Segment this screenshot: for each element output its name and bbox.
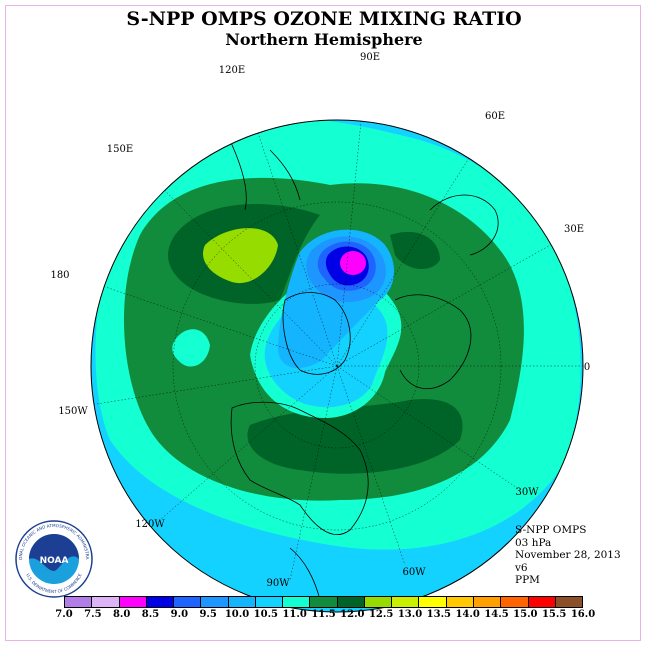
scale-label: 12.5 xyxy=(368,609,394,620)
lon-label-90e: 90E xyxy=(360,52,380,63)
scale-swatch xyxy=(501,597,529,607)
scale-swatch xyxy=(446,597,474,607)
lon-label-60w: 60W xyxy=(402,567,426,578)
scale-swatch xyxy=(555,597,583,607)
info-date: November 28, 2013 xyxy=(515,549,621,561)
scale-swatch xyxy=(201,597,229,607)
info-units: PPM xyxy=(515,574,540,586)
band-12-0-south xyxy=(247,399,463,474)
map-subtitle: Northern Hemisphere xyxy=(225,30,423,49)
scale-swatch xyxy=(528,597,556,607)
map-title: S-NPP OMPS OZONE MIXING RATIO xyxy=(126,8,522,30)
scale-swatch xyxy=(92,597,120,607)
scale-label: 7.0 xyxy=(55,609,73,620)
lon-label-150w: 150W xyxy=(58,406,88,417)
scale-label: 10.0 xyxy=(224,609,250,620)
scale-label: 11.0 xyxy=(282,609,307,620)
scale-swatch xyxy=(392,597,420,607)
scale-swatch xyxy=(174,597,202,607)
lon-label-120e: 120E xyxy=(219,65,245,76)
color-scale-bar xyxy=(64,596,583,608)
scale-label: 9.0 xyxy=(170,609,189,620)
scale-label: 12.0 xyxy=(340,609,365,620)
noaa-logo: NOAA NATIONAL OCEANIC AND ATMOSPHERIC AD… xyxy=(14,519,93,598)
band-11-0-pocket xyxy=(172,329,210,367)
scale-swatch xyxy=(65,597,93,607)
scale-label: 8.0 xyxy=(112,609,131,620)
lon-label-60e: 60E xyxy=(485,111,505,122)
scale-label: 13.5 xyxy=(426,609,452,620)
scale-swatch xyxy=(337,597,365,607)
info-pressure: 03 hPa xyxy=(515,536,552,549)
scale-label: 11.5 xyxy=(311,609,336,620)
lon-label-30w: 30W xyxy=(515,487,539,498)
scale-swatch xyxy=(310,597,338,607)
scale-label: 14.5 xyxy=(484,609,509,620)
info-block: S-NPP OMPS 03 hPa November 28, 2013 v6 P… xyxy=(515,524,621,587)
ozone-field xyxy=(91,120,583,612)
scale-label: 7.5 xyxy=(84,609,102,620)
scale-swatch xyxy=(119,597,147,607)
lon-label-30e: 30E xyxy=(564,224,584,235)
longitude-labels: 90E 60E 30E 0 30W 60W 90W 120W 150W 180 … xyxy=(50,52,590,589)
lon-label-180: 180 xyxy=(50,270,69,281)
info-version: v6 xyxy=(515,561,528,574)
scale-swatch xyxy=(146,597,175,607)
band-8-0 xyxy=(340,251,366,275)
logo-text: NOAA xyxy=(40,556,69,566)
lon-label-90w: 90W xyxy=(266,578,290,589)
lon-label-0: 0 xyxy=(584,362,590,373)
scale-label: 8.5 xyxy=(141,609,160,620)
scale-label: 10.5 xyxy=(253,609,279,620)
band-12-5 xyxy=(203,228,278,284)
scale-label: 9.5 xyxy=(199,609,217,620)
scale-label: 15.5 xyxy=(541,609,567,620)
scale-swatch xyxy=(228,597,256,607)
logo-bird-icon xyxy=(29,534,79,571)
color-scale-labels: 7.0 7.5 8.0 8.5 9.0 9.5 10.0 10.5 11.0 11.5 12.0 12… xyxy=(55,609,595,623)
figure-frame xyxy=(5,5,641,641)
scale-swatch xyxy=(255,597,284,607)
scale-label: 14.0 xyxy=(455,609,480,620)
scale-label: 16.0 xyxy=(570,609,596,620)
scale-label: 13.0 xyxy=(397,609,423,620)
globe-border xyxy=(90,119,584,613)
band-12-0-east xyxy=(390,231,440,270)
scale-swatch xyxy=(419,597,447,607)
scale-swatch xyxy=(283,597,311,607)
info-instrument: S-NPP OMPS xyxy=(515,524,587,536)
scale-swatch xyxy=(364,597,393,607)
lon-label-120w: 120W xyxy=(135,519,165,530)
lon-label-150e: 150E xyxy=(107,144,133,155)
scale-swatch xyxy=(473,597,502,607)
scale-label: 15.0 xyxy=(513,609,538,620)
